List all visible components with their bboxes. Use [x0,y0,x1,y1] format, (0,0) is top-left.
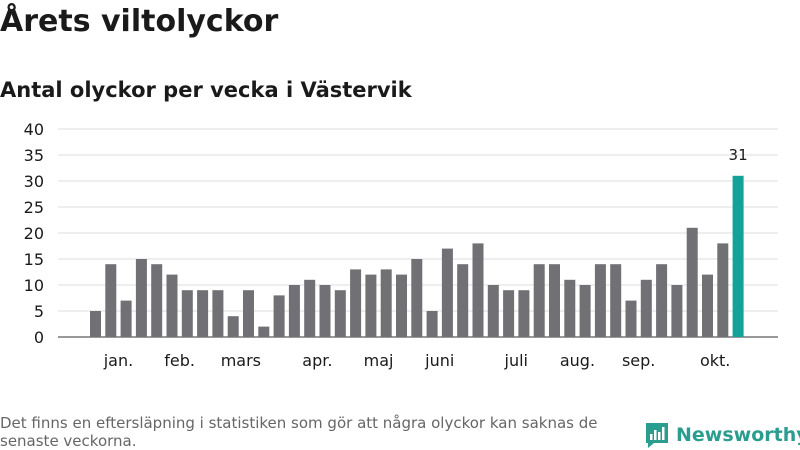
y-tick-label: 35 [24,146,44,165]
y-tick-label: 15 [24,250,44,269]
bar [671,285,683,337]
bar [90,311,101,337]
bar [334,290,346,337]
chart-subtitle: Antal olyckor per vecka i Västervik [0,78,412,102]
y-tick-label: 30 [24,172,44,191]
bar [610,264,622,337]
x-tick-label: sep. [622,351,655,370]
bar [656,264,668,337]
bar [533,264,545,337]
bar [426,311,438,337]
y-tick-label: 10 [24,276,44,295]
y-tick-label: 0 [34,328,44,347]
x-tick-label: mars [221,351,261,370]
bar [472,243,484,337]
bar [579,285,591,337]
x-tick-label: feb. [164,351,195,370]
bar [518,290,530,337]
bar [243,290,254,337]
x-tick-label: juli [504,351,528,370]
footnote: Det finns en eftersläpning i statistiken… [0,414,598,450]
bar [258,326,270,337]
bar [166,274,178,337]
x-tick-label: aug. [560,351,595,370]
bar [640,279,652,337]
y-tick-label: 40 [24,120,44,139]
bar [396,274,407,337]
bar [288,285,300,337]
bar [227,316,239,337]
bar [549,264,560,337]
bar-value-label: 31 [729,146,748,164]
bar [503,290,515,337]
chart-title: Årets viltolyckor [0,4,279,39]
y-tick-label: 20 [24,224,44,243]
bar [686,227,698,337]
bar [365,274,377,337]
bar-highlight [732,175,744,337]
bar [304,279,316,337]
bar [105,264,117,337]
brand-logo: Newsworthy [644,420,800,450]
x-tick-label: apr. [302,351,332,370]
bar [151,264,163,337]
bar [197,290,209,337]
y-tick-label: 25 [24,198,44,217]
bar [380,269,392,337]
bar [564,279,576,337]
x-tick-label: maj [364,351,394,370]
newsworthy-icon [646,423,668,448]
bar [273,295,285,337]
bar-chart: 0 5 10 15 20 25 30 35 40 31 jan. feb. mars apr. maj jun… [24,120,778,370]
brand-name: Newsworthy [676,424,800,446]
bar [702,274,713,337]
bar [441,248,453,337]
bar [212,290,224,337]
bar [625,300,637,337]
x-tick-label: okt. [700,351,730,370]
bar [717,243,729,337]
x-tick-label: jan. [103,351,133,370]
bar [135,259,147,337]
bar [120,300,132,337]
bar [319,285,331,337]
bar [350,269,362,337]
bar [457,264,469,337]
bar [594,264,606,337]
y-tick-label: 5 [34,302,44,321]
bar [487,285,499,337]
bar [181,290,193,337]
x-tick-label: juni [424,351,454,370]
bar [411,259,423,337]
